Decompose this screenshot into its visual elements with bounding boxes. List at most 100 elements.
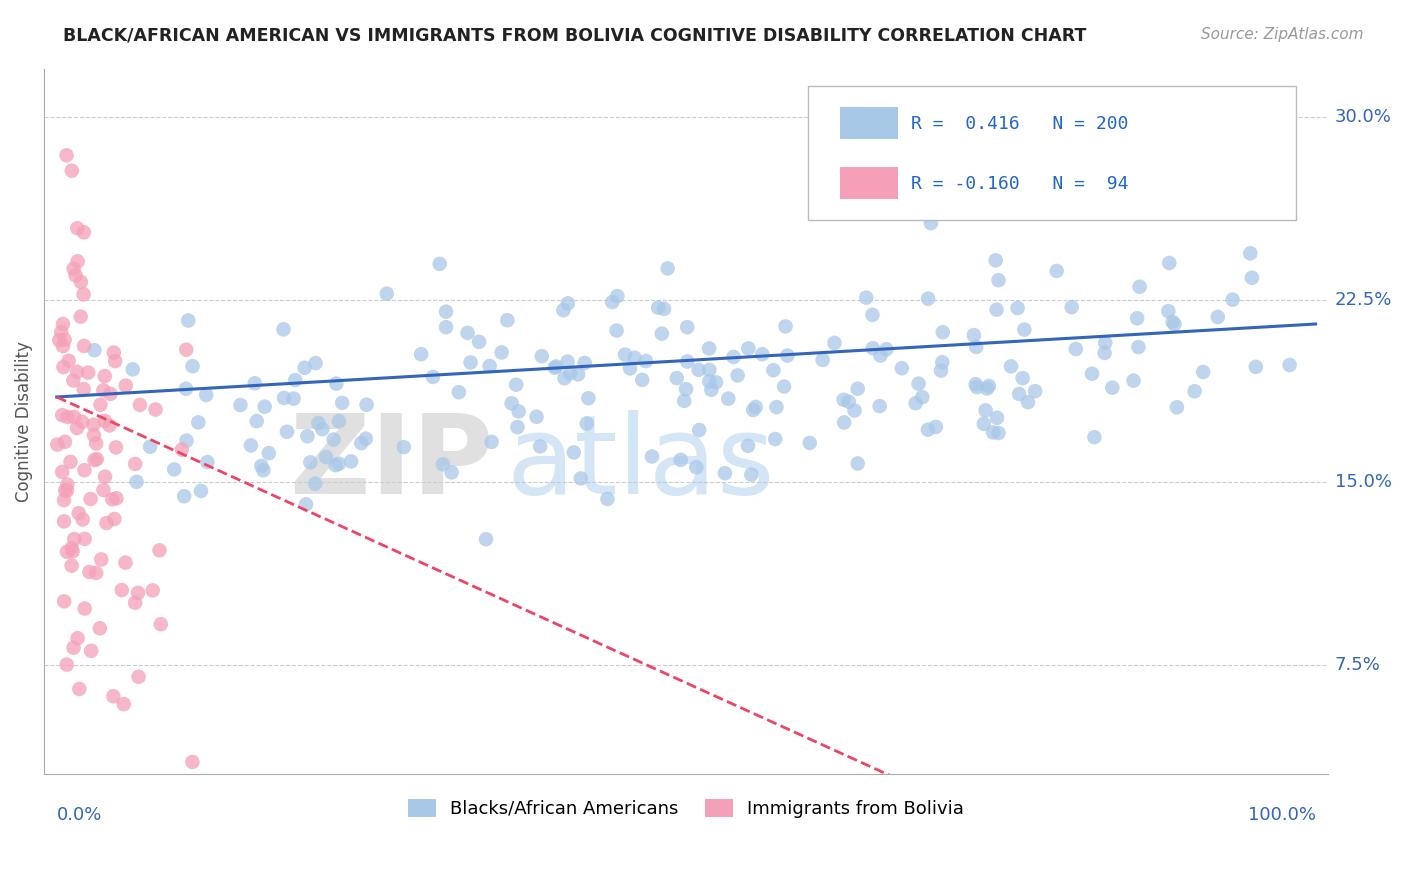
Point — [811, 352, 834, 367]
Point — [468, 334, 491, 349]
Point — [606, 289, 628, 303]
Point — [66, 421, 89, 435]
Point — [252, 463, 274, 477]
Point — [127, 586, 149, 600]
Point — [325, 376, 347, 391]
Point — [63, 532, 86, 546]
Point — [84, 566, 107, 580]
Point — [104, 354, 127, 368]
Point — [60, 558, 83, 573]
Point — [596, 491, 619, 506]
Point — [128, 670, 150, 684]
Point — [62, 544, 84, 558]
Point — [1101, 381, 1123, 395]
Point — [562, 445, 585, 459]
Point — [727, 368, 749, 383]
Point — [1017, 395, 1039, 409]
Point — [93, 483, 115, 497]
Point — [688, 423, 710, 437]
Point — [652, 301, 675, 316]
Point — [963, 328, 986, 343]
Point — [53, 333, 76, 347]
Point — [1008, 387, 1031, 401]
Point — [53, 594, 76, 608]
Point — [307, 416, 329, 430]
Point — [1126, 311, 1149, 326]
Point — [574, 356, 596, 370]
Point — [112, 697, 135, 711]
Point — [229, 398, 252, 412]
Point — [73, 463, 96, 477]
Point — [1129, 279, 1152, 293]
Point — [125, 475, 148, 489]
Point — [392, 440, 415, 454]
Point — [457, 326, 479, 340]
Point — [623, 351, 645, 365]
Point — [665, 371, 688, 385]
Point — [929, 363, 952, 377]
Point — [82, 417, 104, 432]
Point — [257, 446, 280, 460]
Point — [907, 376, 929, 391]
Point — [250, 458, 273, 473]
Point — [67, 506, 90, 520]
Point — [1159, 256, 1181, 270]
FancyBboxPatch shape — [841, 168, 898, 199]
Point — [434, 304, 457, 318]
Point — [304, 476, 326, 491]
Text: 100.0%: 100.0% — [1247, 805, 1316, 824]
Point — [987, 425, 1010, 440]
Text: R = -0.160   N =  94: R = -0.160 N = 94 — [911, 175, 1129, 193]
Point — [855, 291, 877, 305]
Text: BLACK/AFRICAN AMERICAN VS IMMIGRANTS FROM BOLIVIA COGNITIVE DISABILITY CORRELATI: BLACK/AFRICAN AMERICAN VS IMMIGRANTS FRO… — [63, 27, 1087, 45]
Point — [48, 333, 70, 347]
Point — [253, 400, 276, 414]
Point — [276, 425, 298, 439]
Point — [79, 565, 101, 579]
Point — [862, 308, 884, 322]
Point — [273, 391, 295, 405]
Point — [634, 354, 657, 368]
Point — [744, 400, 766, 414]
Point — [904, 396, 927, 410]
Point — [322, 433, 344, 447]
Point — [1244, 359, 1267, 374]
Point — [557, 296, 579, 310]
Point — [121, 362, 143, 376]
Point — [1011, 371, 1033, 385]
Point — [170, 442, 193, 457]
Point — [447, 385, 470, 400]
Point — [1094, 346, 1116, 360]
Point — [869, 349, 891, 363]
Point — [890, 361, 912, 376]
Point — [59, 455, 82, 469]
Point — [917, 423, 939, 437]
Point — [69, 310, 91, 324]
Point — [1046, 264, 1069, 278]
Point — [354, 432, 377, 446]
Text: Source: ZipAtlas.com: Source: ZipAtlas.com — [1201, 27, 1364, 42]
Point — [103, 690, 125, 704]
Point — [546, 359, 568, 374]
Point — [77, 366, 100, 380]
Point — [111, 583, 134, 598]
Point — [773, 379, 796, 393]
Point — [478, 359, 501, 373]
Point — [688, 363, 710, 377]
Point — [737, 439, 759, 453]
Point — [149, 617, 172, 632]
Point — [86, 452, 108, 467]
Point — [105, 491, 128, 506]
Point — [606, 324, 628, 338]
Point — [619, 361, 641, 376]
Point — [1192, 365, 1215, 379]
Point — [647, 301, 669, 315]
Point — [103, 345, 125, 359]
Point — [84, 436, 107, 450]
Point — [63, 409, 86, 424]
Point — [1083, 430, 1105, 444]
Point — [723, 350, 745, 364]
Point — [375, 286, 398, 301]
Point — [846, 382, 869, 396]
Point — [60, 541, 83, 556]
